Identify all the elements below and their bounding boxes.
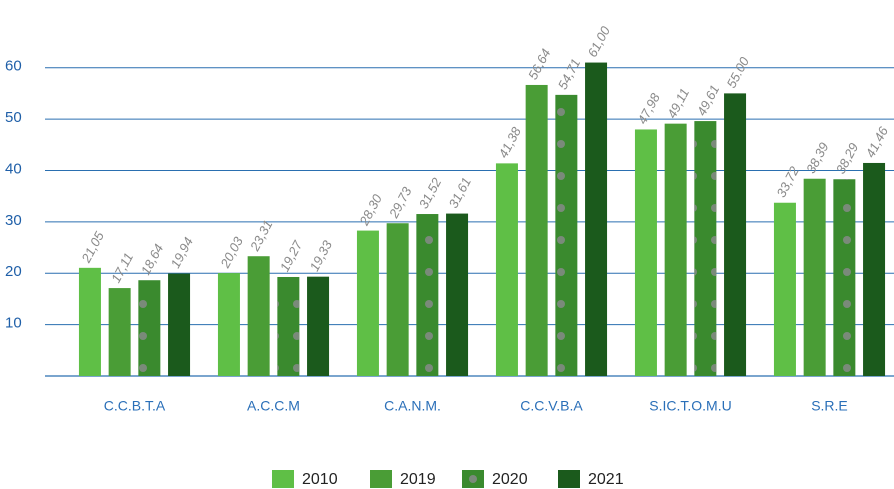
bar xyxy=(634,129,657,376)
bar xyxy=(724,93,747,376)
bar xyxy=(108,288,131,376)
bar xyxy=(307,276,330,376)
data-label: 56,64 xyxy=(525,46,554,82)
data-label: 19,94 xyxy=(167,235,196,271)
data-label: 18,64 xyxy=(138,241,167,277)
legend-swatch xyxy=(272,470,294,488)
bar xyxy=(773,202,796,376)
bar xyxy=(803,178,826,376)
data-label: 33,72 xyxy=(773,163,802,199)
bar xyxy=(217,273,240,376)
bar xyxy=(585,62,608,377)
bar xyxy=(386,223,409,376)
legend-label: 2010 xyxy=(302,471,338,488)
y-tick-label: 30 xyxy=(5,212,22,229)
bar xyxy=(356,230,379,376)
y-tick-label: 10 xyxy=(5,315,22,332)
data-label: 17,11 xyxy=(108,250,136,285)
legend-label: 2019 xyxy=(400,471,436,488)
data-label: 49,61 xyxy=(694,82,723,118)
legend-swatch xyxy=(558,470,580,488)
bar xyxy=(833,179,856,376)
bar xyxy=(495,163,518,376)
data-label: 19,33 xyxy=(306,237,335,273)
bar xyxy=(664,123,687,377)
data-label: 29,73 xyxy=(386,184,415,221)
data-label: 47,98 xyxy=(634,90,663,126)
bar xyxy=(863,162,886,376)
legend-label: 2020 xyxy=(492,471,528,488)
x-tick-label: S.IC.T.O.M.U xyxy=(649,398,731,414)
legend-label: 2021 xyxy=(588,471,624,488)
data-label: 20,03 xyxy=(217,234,246,271)
x-tick-label: C.C.V.B.A xyxy=(520,398,583,414)
data-label: 41,38 xyxy=(495,124,524,160)
bar xyxy=(555,94,578,377)
data-label: 21,05 xyxy=(78,228,107,265)
data-label: 31,52 xyxy=(416,175,445,211)
data-label: 28,30 xyxy=(356,191,385,228)
y-tick-label: 60 xyxy=(5,58,22,75)
legend-swatch xyxy=(370,470,392,488)
x-tick-label: C.C.B.T.A xyxy=(104,398,166,414)
bar xyxy=(277,276,300,376)
x-tick-label: A.C.C.M xyxy=(247,398,300,414)
y-tick-label: 40 xyxy=(5,160,22,177)
bar xyxy=(416,214,439,376)
data-label: 61,00 xyxy=(584,23,613,59)
data-label: 55.00 xyxy=(723,54,752,90)
bar xyxy=(446,213,469,376)
x-tick-label: C.A.N.M. xyxy=(384,398,441,414)
data-label: 31,61 xyxy=(445,175,474,211)
x-tick-label: S.R.E xyxy=(811,398,848,414)
data-label: 41,46 xyxy=(862,124,891,160)
data-label: 49,11 xyxy=(664,86,692,121)
data-label: 23,31 xyxy=(247,217,276,254)
bar xyxy=(78,267,101,376)
bar xyxy=(247,256,270,376)
data-label: 54,71 xyxy=(555,56,584,92)
bar xyxy=(168,273,191,376)
bar xyxy=(138,280,161,376)
y-tick-label: 50 xyxy=(5,109,22,126)
legend-dot xyxy=(469,475,477,483)
bar xyxy=(525,84,548,377)
bar xyxy=(694,121,717,376)
data-label: 19,27 xyxy=(277,238,306,274)
y-tick-label: 20 xyxy=(5,263,22,280)
